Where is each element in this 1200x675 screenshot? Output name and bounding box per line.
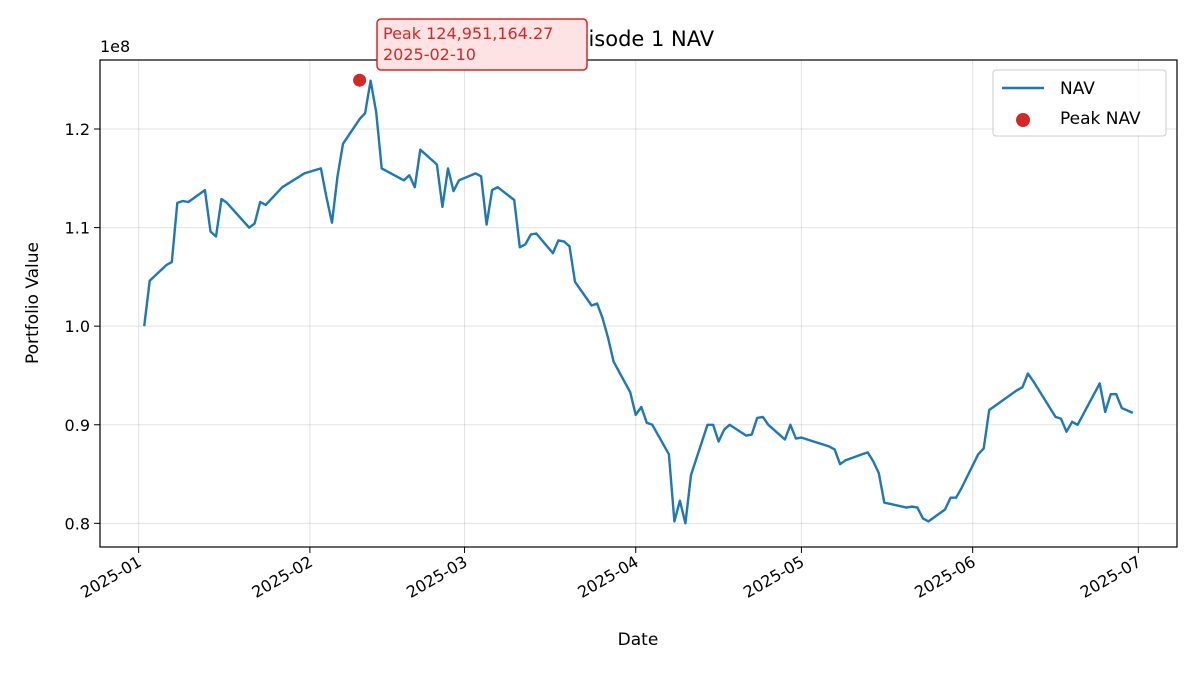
plot-frame [99, 59, 1178, 548]
peak-nav-marker [353, 73, 367, 87]
y-offset-label: 1e8 [100, 37, 130, 56]
legend-nav-label: NAV [1060, 79, 1095, 99]
legend-peak-marker [1016, 113, 1030, 127]
peak-annotation-value: Peak 124,951,164.27 [383, 24, 553, 43]
y-tick-label: 1.2 [65, 120, 90, 139]
x-axis-label: Date [618, 630, 659, 650]
y-axis-label: Portfolio Value [23, 242, 43, 364]
y-tick-label: 0.8 [65, 514, 90, 533]
peak-annotation-box [376, 18, 588, 71]
y-tick-label: 0.9 [65, 416, 90, 435]
legend: NAV Peak NAV [992, 69, 1167, 137]
peak-annotation: Peak 124,951,164.27 2025-02-10 [353, 18, 588, 87]
peak-annotation-date: 2025-02-10 [383, 45, 476, 64]
nav-series-line [143, 79, 1134, 525]
y-axis: 0.8 0.9 1.0 1.1 1.2 [65, 120, 100, 533]
legend-peak-label: Peak NAV [1060, 109, 1141, 129]
grid [100, 60, 1177, 547]
plot-area [143, 79, 1134, 525]
legend-box [992, 69, 1167, 137]
y-tick-label: 1.0 [65, 317, 90, 336]
y-tick-label: 1.1 [65, 219, 90, 238]
